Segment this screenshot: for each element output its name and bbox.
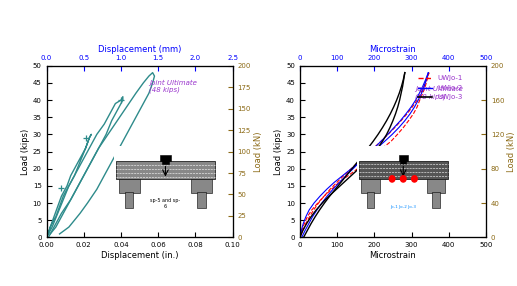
Bar xyxy=(119,179,140,193)
Circle shape xyxy=(389,176,395,182)
X-axis label: Microstrain: Microstrain xyxy=(370,45,416,54)
Y-axis label: Load (kips): Load (kips) xyxy=(274,128,283,175)
Bar xyxy=(160,155,171,160)
FancyBboxPatch shape xyxy=(116,160,215,179)
Bar xyxy=(162,160,169,164)
X-axis label: Displacement (in.): Displacement (in.) xyxy=(101,251,178,260)
Bar xyxy=(125,192,133,208)
FancyBboxPatch shape xyxy=(359,160,448,179)
Y-axis label: Load (kN): Load (kN) xyxy=(254,131,263,172)
Bar xyxy=(361,179,380,193)
Bar xyxy=(367,192,374,208)
X-axis label: Displacement (mm): Displacement (mm) xyxy=(98,45,181,54)
Text: Joint Ultimate
(48 kips): Joint Ultimate (48 kips) xyxy=(415,86,463,100)
X-axis label: Microstrain: Microstrain xyxy=(370,251,416,260)
Text: sp-5 and sp-
6: sp-5 and sp- 6 xyxy=(150,198,180,209)
Text: Jo-1 Jo-2 Jo-3: Jo-1 Jo-2 Jo-3 xyxy=(390,205,416,209)
Legend: UWJo-1, UWJo-2, UWJo-3: UWJo-1, UWJo-2, UWJo-3 xyxy=(415,73,465,103)
Bar xyxy=(427,179,445,193)
Bar xyxy=(401,160,406,164)
Circle shape xyxy=(412,176,417,182)
Y-axis label: Load (kips): Load (kips) xyxy=(21,128,30,175)
Text: Joint Ultimate
(48 kips): Joint Ultimate (48 kips) xyxy=(149,80,197,93)
Y-axis label: Load (kN): Load (kN) xyxy=(507,131,516,172)
Bar xyxy=(399,155,408,160)
Bar xyxy=(191,179,212,193)
Circle shape xyxy=(401,176,406,182)
Bar xyxy=(432,192,439,208)
Bar xyxy=(197,192,206,208)
